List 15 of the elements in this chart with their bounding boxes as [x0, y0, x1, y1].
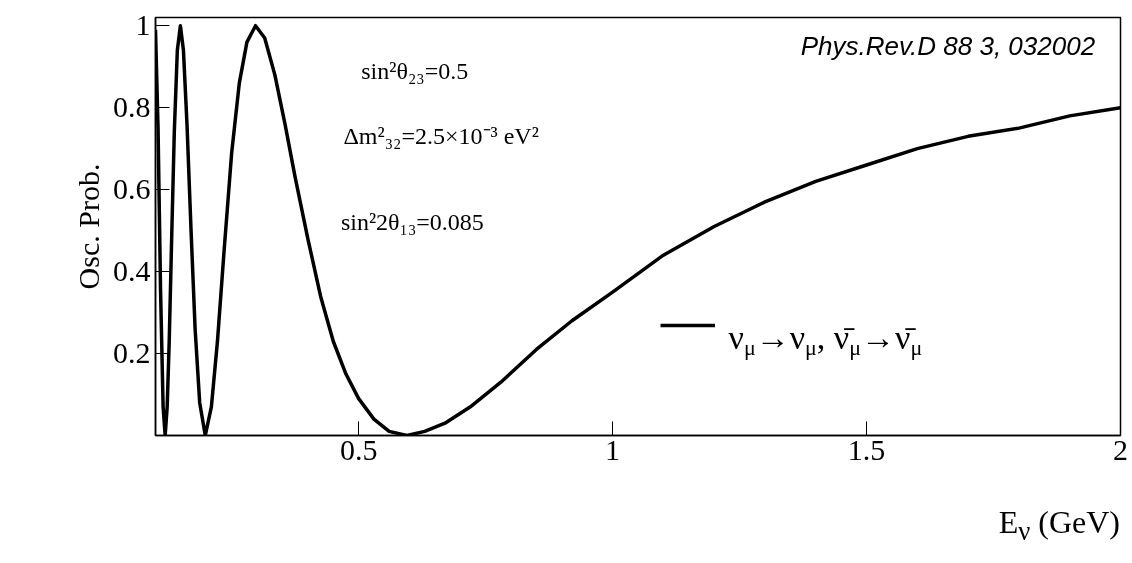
- x-tick-label: 1.5: [847, 432, 886, 466]
- y-tick-label: 0.2: [113, 336, 151, 370]
- annotation: Δm²₃₂=2.5×10⁻³ eV²: [343, 123, 539, 150]
- y-tick-label: 0.4: [113, 254, 151, 288]
- x-axis-title: E$_{ν}$ (GeV): [998, 503, 1120, 549]
- annotation: sin²θ₂₃=0.5: [361, 57, 469, 84]
- x-tick-label: 2: [1113, 432, 1128, 466]
- y-tick-label: 0.6: [113, 172, 151, 206]
- x-tick-label: 0.5: [339, 432, 378, 466]
- annotation: sin²2θ₁₃=0.085: [340, 209, 484, 236]
- y-tick-label: 1: [135, 8, 151, 42]
- annotation: Phys.Rev.D 88 3, 032002: [800, 31, 1096, 62]
- y-tick-label: 0.8: [113, 90, 151, 124]
- y-axis-title: Osc. Prob.: [72, 163, 105, 290]
- x-tick-label: 1: [605, 432, 621, 466]
